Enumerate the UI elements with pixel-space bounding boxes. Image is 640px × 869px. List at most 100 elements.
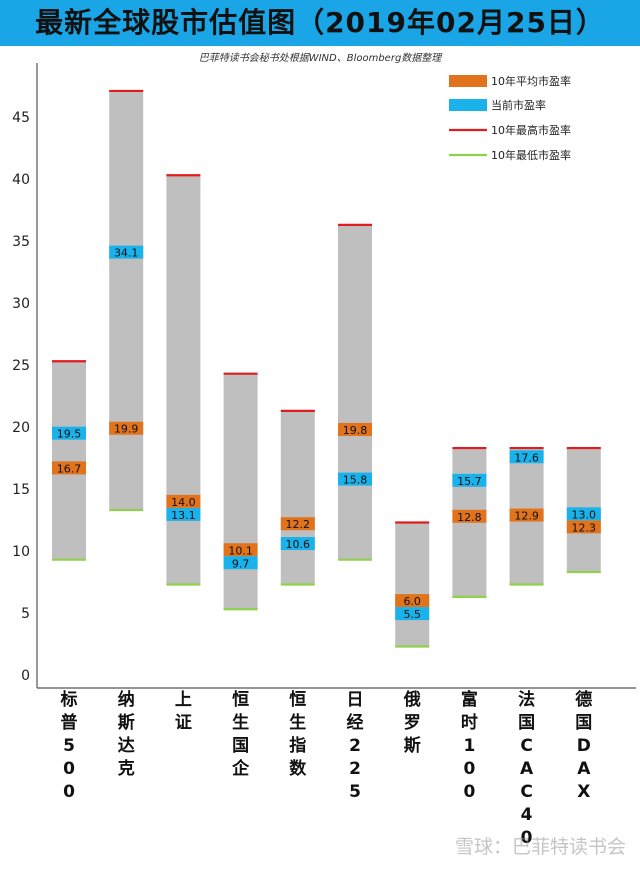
category-label: 达 [118,735,135,756]
category-label: 1 [463,736,475,756]
y-tick-label: 30 [12,296,30,312]
avg-pe-label: 19.8 [343,424,368,437]
legend-avg-swatch [449,75,487,87]
range-bar [338,224,372,560]
avg-pe-label: 6.0 [403,595,421,608]
y-tick-label: 5 [21,606,30,622]
category-label: 0 [463,759,475,779]
watermark: 雪球：巴菲特读书会 [454,836,626,858]
range-bar [52,361,86,560]
avg-pe-marker [52,461,86,475]
chart-title: 最新全球股市估值图（2019年02月25日） [35,6,605,39]
y-tick-label: 40 [12,172,30,188]
current-pe-label: 13.0 [572,508,597,521]
category-label: 0 [63,759,75,779]
y-tick-label: 15 [12,482,30,498]
category-label: 数 [289,758,307,779]
avg-pe-marker [166,494,201,508]
legend-label: 10年最高市盈率 [491,123,571,137]
category-label: 0 [63,782,75,802]
y-tick-label: 10 [12,544,30,560]
category-label: 时 [461,713,478,733]
current-pe-marker [109,245,144,259]
avg-pe-marker [509,508,544,522]
avg-pe-label: 12.9 [514,510,539,523]
category-label: 普 [61,712,78,733]
avg-pe-marker [109,421,144,435]
category-label: 国 [575,713,592,733]
y-tick-label: 45 [12,110,30,126]
category-label: 斯 [404,735,421,756]
category-label: 4 [521,805,533,825]
current-pe-marker [338,472,372,486]
current-pe-marker [452,473,487,487]
category-label: 生 [289,712,306,733]
category-label: 德 [575,689,592,710]
avg-pe-marker [452,509,487,523]
y-tick-label: 35 [12,234,30,250]
category-label: 0 [521,828,533,848]
legend-label: 10年平均市盈率 [491,74,571,88]
category-label: 上 [175,690,192,710]
category-label: C [520,736,532,756]
category-label: 纳 [118,689,135,710]
category-label: 标 [61,689,78,710]
chart-subtitle: 巴菲特读书会秘书处根据WIND、Bloomberg数据整理 [198,53,442,64]
current-pe-label: 15.7 [457,475,482,488]
range-bar [109,90,144,511]
category-label: 指 [289,735,306,756]
current-pe-label: 15.8 [343,474,368,487]
current-pe-label: 17.6 [514,451,539,464]
category-label: 企 [231,758,250,779]
category-label: 俄 [403,689,421,710]
y-tick-label: 0 [21,668,30,684]
legend-label: 当前市盈率 [491,98,546,112]
current-pe-marker [223,556,258,570]
category-label: 国 [518,713,535,733]
current-pe-marker [280,537,315,551]
avg-pe-marker [338,422,372,436]
avg-pe-label: 12.3 [572,521,597,534]
current-pe-marker [166,507,201,521]
current-pe-marker [566,507,601,521]
avg-pe-marker [280,517,315,531]
category-label: 5 [63,736,75,756]
category-label: 经 [347,712,364,733]
category-label: A [520,759,534,779]
avg-pe-label: 10.1 [228,544,253,557]
avg-pe-label: 19.9 [114,423,139,436]
y-tick-label: 20 [12,420,30,436]
category-label: A [577,759,591,779]
category-label: X [577,782,590,802]
avg-pe-marker [223,543,258,557]
current-pe-marker [395,607,430,621]
avg-pe-label: 12.8 [457,511,482,524]
category-label: 法 [518,689,535,710]
current-pe-label: 13.1 [171,509,196,522]
category-label: 富 [461,689,478,710]
y-tick-label: 25 [12,358,30,374]
category-label: 生 [232,712,249,733]
category-label: 罗 [404,713,421,733]
category-label: C [520,782,532,802]
category-label: 2 [349,736,361,756]
current-pe-label: 19.5 [57,428,82,441]
category-label: D [577,736,591,756]
category-label: 2 [349,759,361,779]
current-pe-label: 10.6 [286,538,311,551]
title-bar [0,0,640,46]
category-label: 0 [463,782,475,802]
range-bar [395,522,430,647]
current-pe-marker [52,426,86,440]
current-pe-label: 5.5 [403,608,421,621]
legend-current-swatch [449,99,487,111]
range-bar [166,175,201,585]
current-pe-label: 9.7 [232,557,250,570]
category-label: 斯 [118,712,135,733]
category-label: 5 [349,782,361,802]
avg-pe-marker [566,520,601,534]
category-label: 国 [232,736,249,756]
category-label: 证 [175,713,192,733]
avg-pe-label: 14.0 [171,496,196,509]
